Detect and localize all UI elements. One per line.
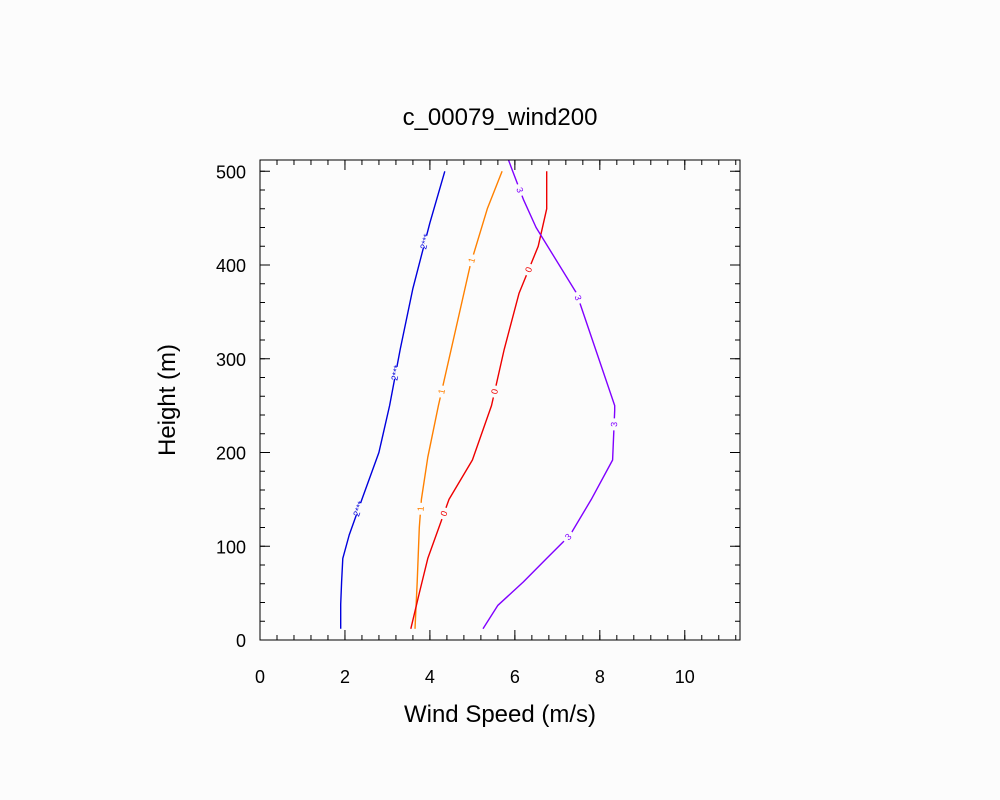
line-label-gap [436, 505, 452, 522]
line-label: 1 [466, 256, 477, 264]
chart-title: c_00079_wind200 [403, 104, 598, 131]
line-label-gap [414, 502, 428, 516]
plot-frame [259, 159, 741, 641]
y-tick-label: 100 [216, 537, 246, 557]
line-label-gap [464, 252, 480, 268]
line-label-gap [559, 528, 577, 546]
x-tick-label: 8 [595, 667, 605, 687]
line-label-gap [520, 261, 537, 278]
line-label-gap [570, 290, 586, 306]
line-label-gap [487, 384, 502, 399]
axis-ticks [259, 160, 740, 641]
line-label: 0 [523, 265, 534, 273]
line-label: 2*** [418, 232, 432, 250]
series-1: 1 1 1 [414, 171, 503, 629]
y-tick-label: 0 [236, 631, 246, 651]
series-2: 0 0 0 [410, 171, 548, 629]
x-tick-label: 0 [255, 667, 265, 687]
line-label: 0 [489, 388, 500, 395]
line-label-gap [417, 234, 433, 249]
line-label-gap [607, 418, 621, 431]
line-label: 3 [563, 532, 574, 543]
y-tick-label: 400 [216, 256, 246, 276]
line-label: 2*** [389, 364, 402, 382]
x-tick-label: 10 [675, 667, 695, 687]
series-line [410, 171, 548, 629]
line-label: 3 [514, 186, 525, 194]
y-tick-label: 200 [216, 444, 246, 464]
x-tick-label: 4 [425, 667, 435, 687]
line-label: 1 [416, 506, 426, 512]
y-tick-label: 500 [216, 162, 246, 182]
series-3: 3 3 3 3 [482, 159, 621, 630]
x-axis-label: Wind Speed (m/s) [404, 701, 596, 728]
series-line [340, 171, 446, 629]
line-label-gap [434, 384, 449, 399]
series-0: 2***2***2*** [340, 171, 446, 629]
line-label: 1 [436, 388, 447, 395]
y-axis-label: Height (m) [154, 344, 181, 456]
line-label: 0 [438, 509, 449, 517]
series-line [414, 171, 503, 629]
series-line [482, 159, 616, 630]
x-tick-label: 6 [510, 667, 520, 687]
line-label-gap [388, 365, 403, 380]
x-tick-label: 2 [340, 667, 350, 687]
line-label-gap [350, 501, 367, 517]
y-tick-label: 300 [216, 350, 246, 370]
line-label: 3 [573, 294, 584, 302]
line-label-gap [512, 182, 528, 198]
line-label: 3 [609, 422, 619, 427]
